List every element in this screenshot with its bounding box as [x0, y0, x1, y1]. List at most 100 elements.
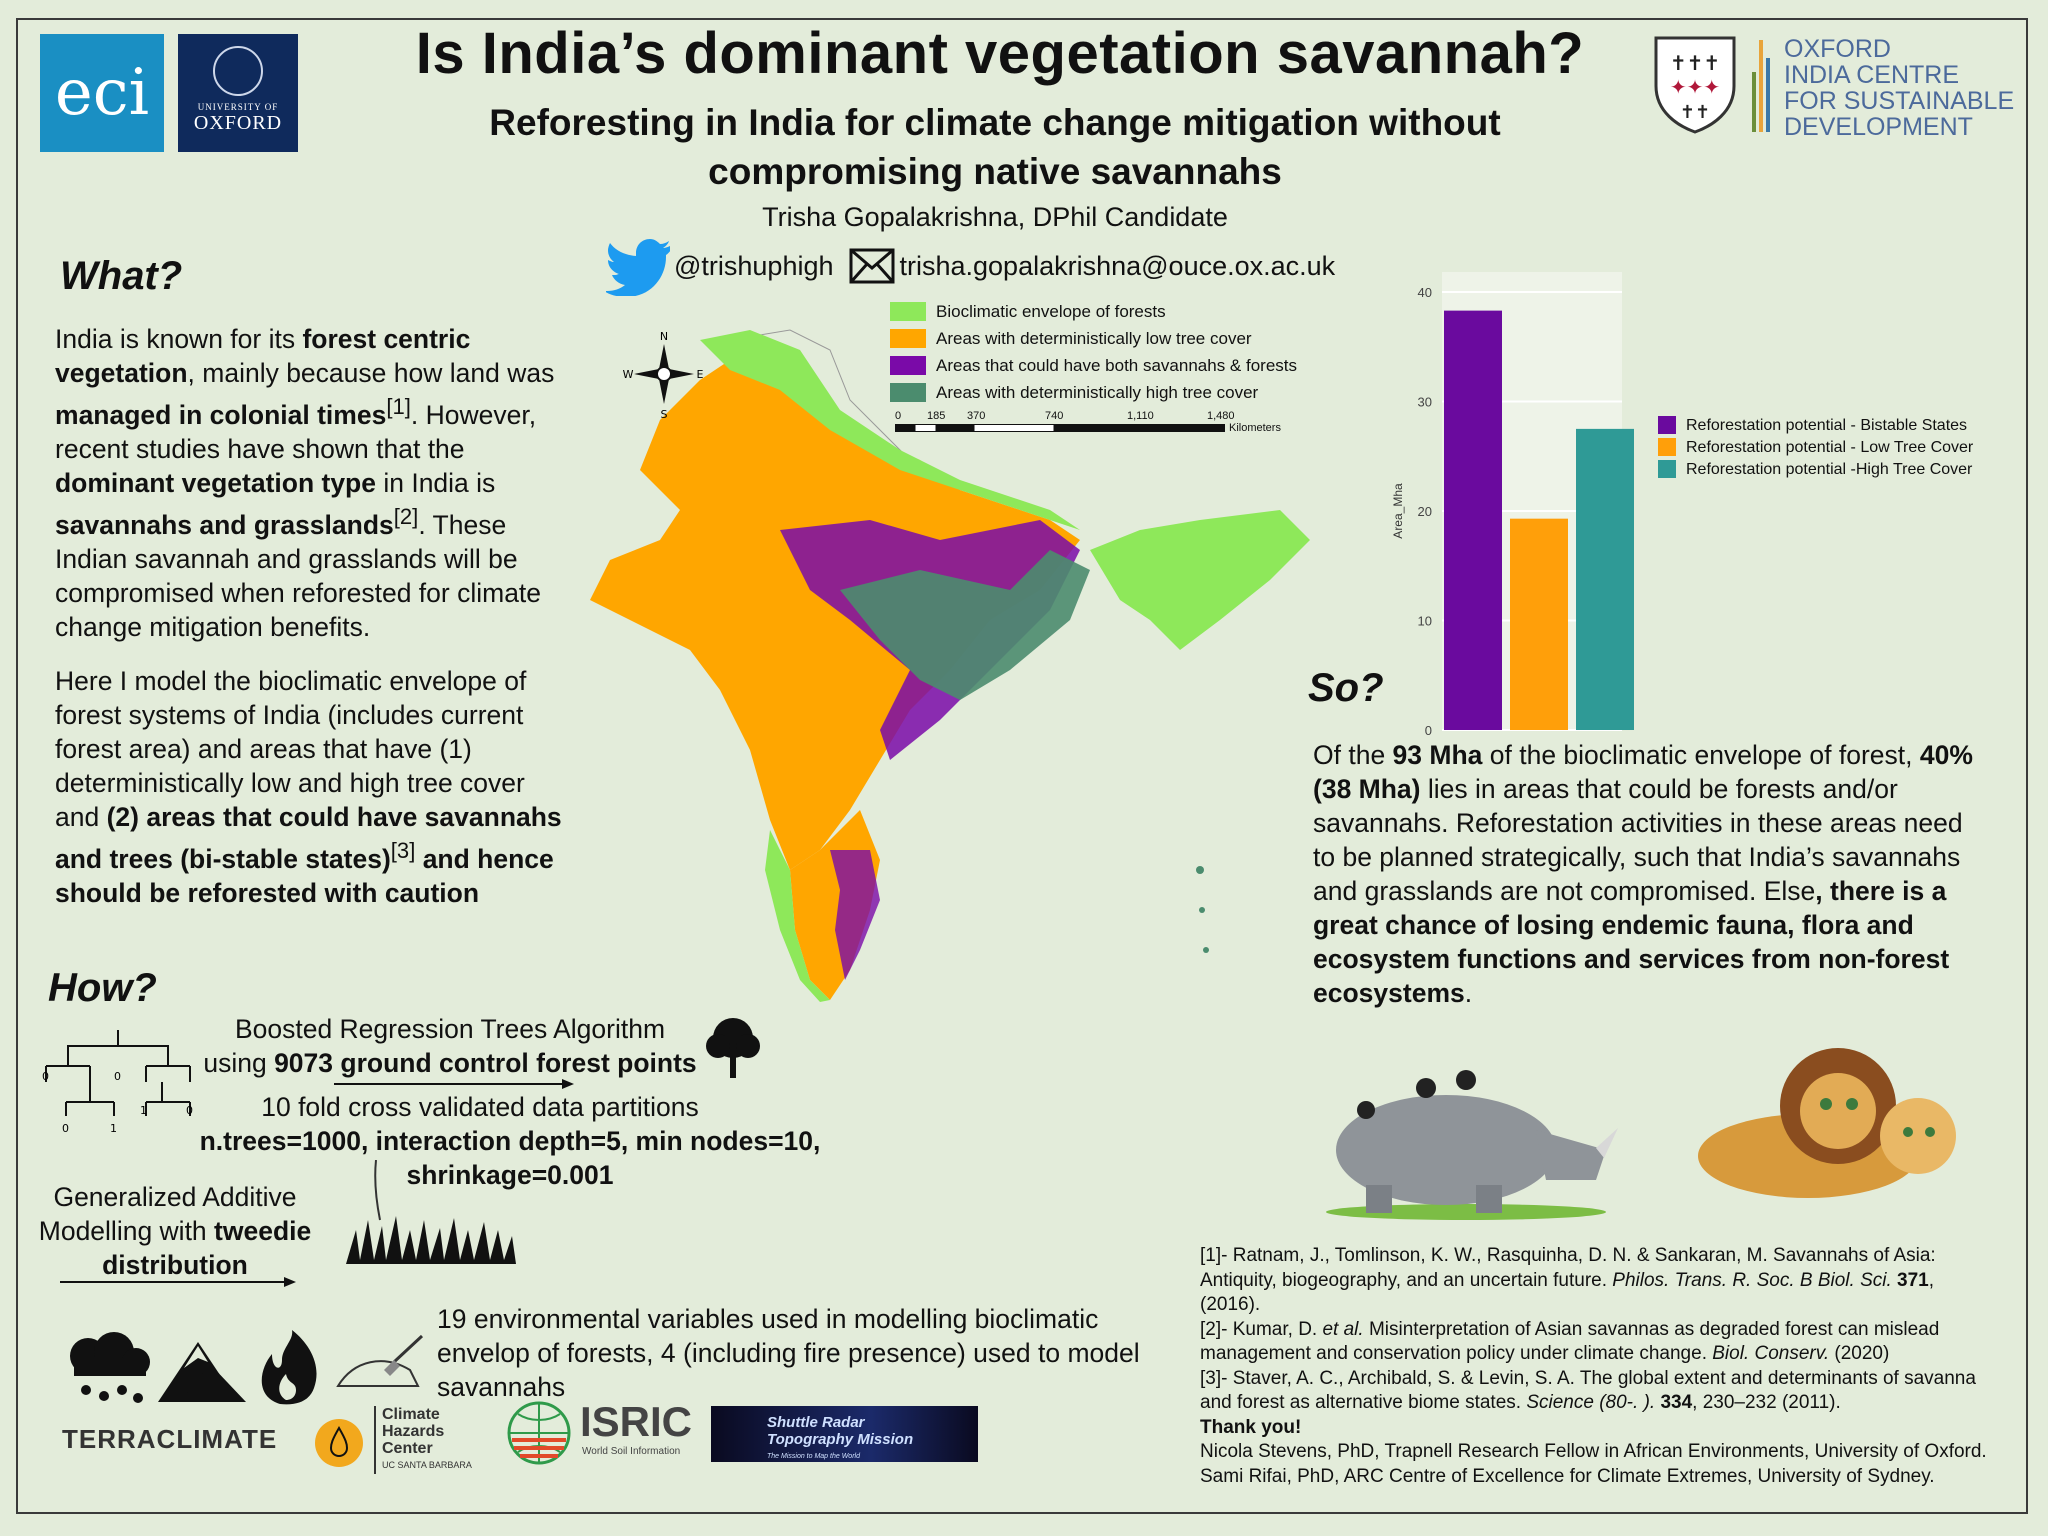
- brt-params-2: shrinkage=0.001: [406, 1160, 614, 1190]
- cross-validation: 10 fold cross validated data partitions: [261, 1092, 699, 1122]
- legend-label: Reforestation potential -High Tree Cover: [1686, 461, 1973, 478]
- compass-rose-icon: N S E W: [623, 330, 704, 421]
- oxford-logo-big: OXFORD: [193, 112, 283, 134]
- isric-logo: ISRIC: [580, 1398, 693, 1445]
- so-heading: So?: [1308, 666, 1384, 710]
- svg-text:✝✝: ✝✝: [1680, 102, 1710, 123]
- map-legend-item: Bioclimatic envelope of forests: [890, 298, 1297, 325]
- map-legend: Bioclimatic envelope of forests Areas wi…: [890, 298, 1297, 406]
- scale-unit: Kilometers: [1229, 422, 1281, 434]
- twitter-bird-icon: [606, 239, 670, 296]
- y-tick-label: 40: [1418, 285, 1432, 300]
- what-paragraph-1: India is known for its forest centric ve…: [55, 324, 555, 642]
- map-region-forest-north: [700, 330, 1080, 530]
- map-outline-north: [729, 329, 911, 461]
- soil-shovel-icon: [336, 1334, 424, 1387]
- reference-item: [1]- Ratnam, J., Tomlinson, K. W., Rasqu…: [1200, 1245, 1936, 1315]
- legend-label: Reforestation potential - Bistable State…: [1686, 417, 1967, 434]
- map-region-forest-northeast: [1090, 510, 1310, 650]
- legend-swatch-bistable: [890, 356, 926, 375]
- rhino-with-birds-illustration: [1326, 1070, 1618, 1220]
- author: Trisha Gopalakrishna, DPhil Candidate: [762, 202, 1228, 232]
- map-region-low-tree-cover: [590, 350, 1080, 870]
- map-region-south-bistable: [830, 850, 880, 980]
- svg-text:0: 0: [62, 1122, 69, 1135]
- chc-drop-icon: [315, 1419, 363, 1467]
- iccsd-name: OXFORD INDIA CENTRE FOR SUSTAINABLE DEVE…: [1784, 35, 2015, 141]
- legend-swatch-high-tree: [890, 383, 926, 402]
- y-axis-label: Area_Mha: [1391, 483, 1405, 539]
- legend-label: Reforestation potential - Low Tree Cover: [1686, 439, 1974, 456]
- map-legend-item: Areas that could have both savannahs & f…: [890, 352, 1297, 379]
- email-address[interactable]: trisha.gopalakrishna@ouce.ox.ac.uk: [899, 250, 1336, 281]
- legend-swatch: [1658, 416, 1676, 434]
- acknowledgement: Nicola Stevens, PhD, Trapnell Research F…: [1200, 1441, 1987, 1462]
- how-heading: How?: [48, 966, 157, 1010]
- legend-swatch-forests: [890, 302, 926, 321]
- svg-text:✝✝✝: ✝✝✝: [1670, 51, 1720, 75]
- arrow-right-icon: [334, 1079, 574, 1089]
- india-vegetation-map: N S E W: [590, 329, 1310, 1002]
- arrow-right-icon: [60, 1277, 296, 1287]
- poster-title: Is India’s dominant vegetation savannah?: [415, 21, 1585, 86]
- islands: [1196, 866, 1204, 874]
- poster-subtitle: Reforesting in India for climate change …: [489, 102, 1501, 192]
- environment-icons: [70, 1330, 317, 1405]
- compass-s: S: [661, 408, 668, 421]
- compass-w: W: [623, 368, 634, 381]
- gam-line2: Modelling with tweedie: [38, 1216, 312, 1246]
- bar-2: [1510, 518, 1568, 730]
- svg-text:0: 0: [114, 1070, 121, 1083]
- acknowledgement: Sami Rifai, PhD, ARC Centre of Excellenc…: [1200, 1465, 1935, 1487]
- environmental-variables-text: 19 environmental variables used in model…: [437, 1304, 1140, 1402]
- isric-sub: World Soil Information: [582, 1446, 681, 1457]
- svg-text:1: 1: [140, 1104, 147, 1117]
- mail-icon: [849, 248, 894, 284]
- oxford-crest-icon: [213, 46, 263, 96]
- colour-bars-icon: [1752, 40, 1772, 132]
- bar-1: [1444, 310, 1502, 730]
- y-tick-label: 10: [1418, 614, 1432, 629]
- lions-illustration: [1698, 1048, 1956, 1198]
- so-paragraph: Of the 93 Mha of the bioclimatic envelop…: [1313, 740, 1973, 1008]
- eci-logo: eci: [40, 34, 164, 152]
- what-heading: What?: [60, 254, 183, 298]
- gam-line3: distribution: [102, 1250, 248, 1280]
- y-tick-label: 30: [1418, 395, 1432, 410]
- bar-3: [1576, 428, 1634, 730]
- compass-n: N: [660, 330, 668, 343]
- contact-line: @trishuphigh trisha.gopalakrishna@ouce.o…: [606, 236, 1335, 296]
- brt-line2: using 9073 ground control forest points: [203, 1048, 697, 1078]
- reforestation-bar-chart: 0 10 20 30 40 Area_Mha Reforestation potential…: [1391, 272, 1974, 738]
- mountain-icon: [158, 1342, 246, 1402]
- oxford-india-centre-logo: ✝✝✝ ✦✦✦ ✝✝ OXFORD INDIA CENTRE FOR SUSTA…: [1652, 34, 2022, 140]
- brt-params-1: n.trees=1000, interaction depth=5, min n…: [199, 1126, 821, 1156]
- srtm-logo: Shuttle Radar Topography Mission The Mis…: [711, 1406, 978, 1462]
- legend-swatch: [1658, 460, 1676, 478]
- terraclimate-logo: TERRACLIMATE: [62, 1424, 278, 1454]
- svg-text:1: 1: [110, 1122, 117, 1135]
- svg-text:0: 0: [186, 1104, 193, 1117]
- chc-logo: Climate Hazards Center UC SANTA BARBARA: [374, 1406, 472, 1474]
- thank-you: Thank you!: [1200, 1416, 1302, 1438]
- legend-swatch-low-tree: [890, 329, 926, 348]
- oxford-logo: UNIVERSITY OF OXFORD: [178, 34, 298, 152]
- poster-frame: [16, 18, 2028, 1514]
- map-legend-item: Areas with deterministically high tree c…: [890, 379, 1297, 406]
- reference-item: [2]- Kumar, D. et al. Misinterpretation …: [1200, 1318, 1940, 1365]
- scale-bar-graphic: [895, 424, 1225, 432]
- compass-e: E: [697, 368, 704, 381]
- twitter-handle[interactable]: @trishuphigh: [674, 250, 834, 281]
- grass-icon: [346, 1160, 516, 1264]
- reference-item: [3]- Staver, A. C., Archibald, S. & Levi…: [1200, 1367, 1976, 1414]
- legend-swatch: [1658, 438, 1676, 456]
- map-region-high-tree-cover: [840, 550, 1090, 700]
- svg-text:0: 0: [42, 1070, 49, 1083]
- eci-logo-text: eci: [54, 56, 150, 130]
- scale-ticks: 0 185 370 740 1,110 1,480: [895, 410, 1235, 422]
- svg-text:✦✦✦: ✦✦✦: [1670, 75, 1720, 99]
- tree-icon: [706, 1018, 760, 1078]
- fire-icon: [261, 1330, 317, 1405]
- brt-line1: Boosted Regression Trees Algorithm: [234, 1014, 666, 1044]
- rain-cloud-icon: [70, 1332, 150, 1403]
